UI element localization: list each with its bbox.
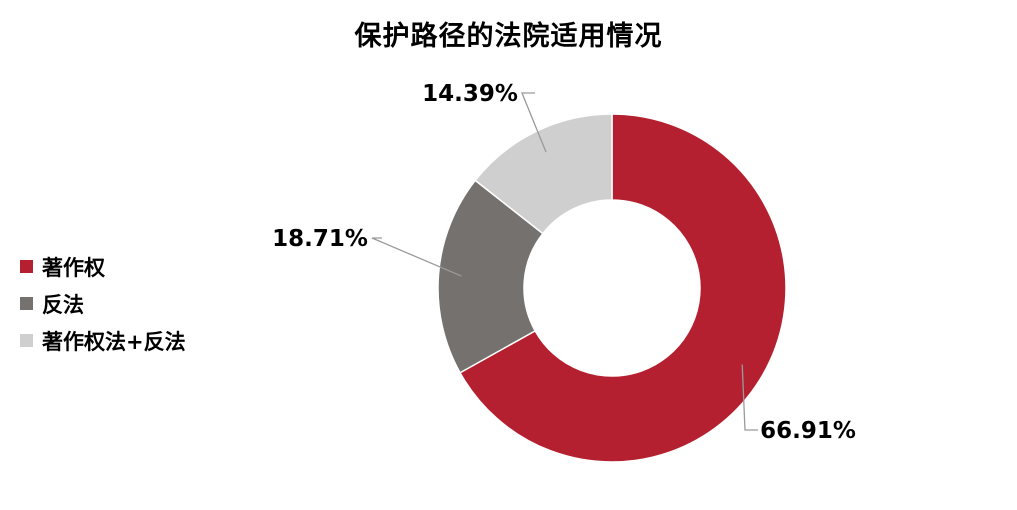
leader-combined (521, 92, 547, 153)
leader-unfair-competition (371, 237, 462, 277)
legend-item-unfair-competition: 反法 (20, 285, 186, 322)
legend-swatch-unfair-competition (20, 297, 33, 310)
legend-item-combined: 著作权法+反法 (20, 322, 186, 359)
legend-swatch-combined (20, 334, 33, 347)
legend-label-unfair-competition: 反法 (42, 292, 84, 317)
leader-copyright (741, 364, 758, 431)
slice-combined (474, 113, 613, 235)
legend: 著作权 反法 著作权法+反法 (20, 248, 186, 359)
chart-title: 保护路径的法院适用情况 (354, 21, 663, 52)
legend-item-copyright: 著作权 (20, 248, 186, 285)
label-combined: 14.39% (422, 81, 518, 107)
slice-unfair-competition (437, 179, 544, 374)
legend-label-copyright: 著作权 (42, 255, 105, 280)
slice-copyright (459, 113, 787, 463)
label-unfair-competition: 18.71% (272, 226, 368, 252)
legend-swatch-copyright (20, 260, 33, 273)
label-copyright: 66.91% (760, 418, 856, 444)
legend-label-combined: 著作权法+反法 (42, 329, 186, 354)
